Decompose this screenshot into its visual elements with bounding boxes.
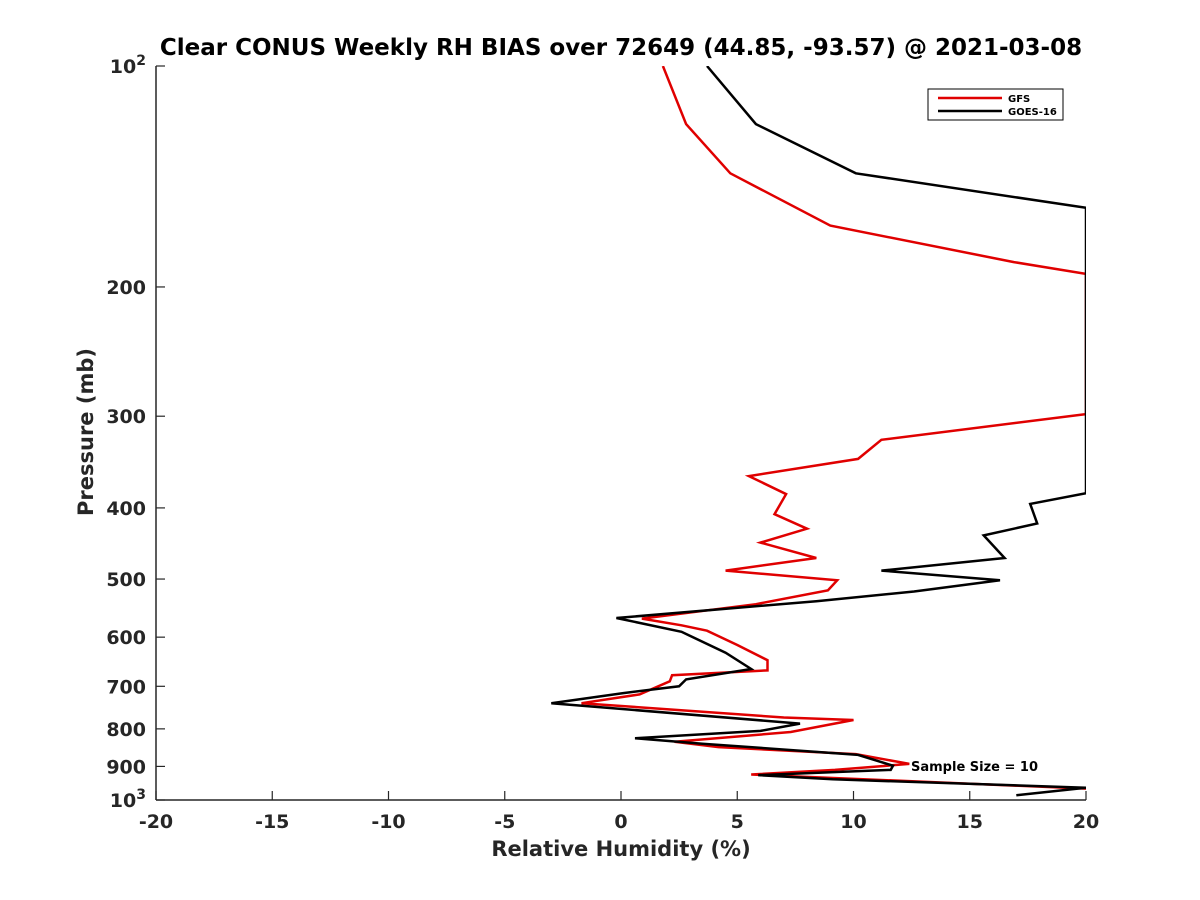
x-tick-label: -20 [139, 811, 173, 833]
y-tick-label: 102 [110, 53, 146, 78]
y-tick-label: 200 [106, 277, 146, 299]
x-tick-label: 15 [957, 811, 983, 833]
y-tick-label: 700 [106, 676, 146, 698]
y-tick-label: 400 [106, 498, 146, 520]
series-line-goes-16 [551, 66, 1086, 797]
y-tick-label: 103 [110, 787, 146, 812]
x-tick-label: 10 [840, 811, 866, 833]
y-axis-label: Pressure (mb) [74, 348, 98, 516]
x-tick-label: -10 [371, 811, 405, 833]
series-layer [551, 66, 1086, 797]
y-tick-label: 900 [106, 756, 146, 778]
legend-entry-gfs: GFS [1008, 94, 1030, 105]
y-tick-label: 600 [106, 627, 146, 649]
legend-entry-goes-16: GOES-16 [1008, 107, 1057, 118]
y-tick-label: 500 [106, 569, 146, 591]
chart-title: Clear CONUS Weekly RH BIAS over 72649 (4… [160, 35, 1082, 61]
legend-box [927, 88, 1064, 121]
x-tick-label: -5 [494, 811, 515, 833]
legend: GFS GOES-16 [927, 88, 1064, 121]
ticks-layer: -20 -15 -10 -5 0 5 10 15 20 102 200 300 400 500 600 700… [106, 53, 1099, 833]
x-tick-label: 5 [731, 811, 744, 833]
x-axis-label: Relative Humidity (%) [491, 837, 750, 861]
y-tick-label: 300 [106, 406, 146, 428]
x-tick-label: 0 [614, 811, 627, 833]
x-tick-label: -15 [255, 811, 289, 833]
y-tick-label: 800 [106, 719, 146, 741]
series-line-gfs [581, 66, 1086, 790]
sample-size-annotation: Sample Size = 10 [911, 760, 1038, 775]
x-tick-label: 20 [1073, 811, 1099, 833]
axes-layer [155, 66, 1086, 801]
